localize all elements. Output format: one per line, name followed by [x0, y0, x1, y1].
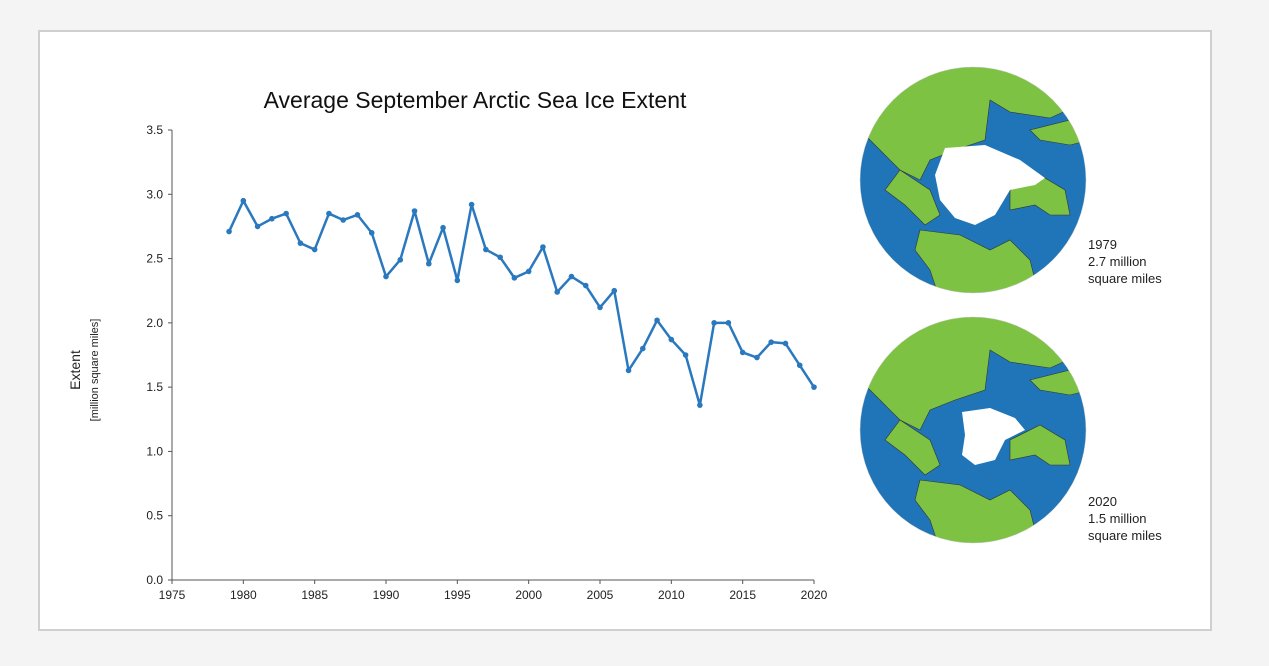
data-point-2007	[625, 367, 632, 374]
y-tick-label: 1.0	[146, 444, 163, 458]
data-point-1982	[269, 215, 275, 222]
data-point-1995	[454, 277, 461, 284]
x-tick-label: 1975	[159, 588, 186, 602]
map-year: 1979	[1088, 237, 1117, 252]
arctic-map-1979	[859, 66, 1087, 294]
x-tick-label: 2005	[587, 588, 614, 602]
data-point-2017	[768, 339, 774, 345]
y-tick-label: 0.5	[146, 509, 163, 523]
data-point-2004	[582, 282, 589, 289]
data-point-1981	[254, 223, 261, 230]
data-point-1996	[468, 201, 475, 208]
data-point-1992	[411, 208, 418, 214]
data-point-2015	[739, 349, 746, 356]
data-point-2020	[811, 384, 817, 390]
data-point-2000	[525, 268, 532, 275]
x-tick-label: 1980	[230, 588, 257, 602]
data-point-1983	[283, 210, 289, 217]
chart-title: Average September Arctic Sea Ice Extent	[264, 87, 687, 113]
data-point-1998	[497, 254, 503, 261]
data-point-1984	[297, 240, 304, 246]
x-tick-label: 1985	[301, 588, 328, 602]
data-point-2008	[640, 345, 646, 352]
data-point-1989	[368, 230, 375, 236]
data-point-1999	[511, 275, 518, 281]
data-point-1993	[426, 260, 432, 267]
data-point-2002	[554, 289, 560, 295]
data-point-2010	[668, 336, 675, 343]
map-year: 2020	[1088, 494, 1117, 509]
data-point-1991	[397, 257, 404, 263]
y-tick-label: 2.5	[146, 252, 163, 266]
data-point-1986	[326, 210, 332, 217]
data-point-2003	[568, 273, 575, 280]
data-point-1990	[383, 273, 389, 280]
x-tick-label: 2010	[658, 588, 685, 602]
y-axis-label: Extent	[67, 350, 83, 390]
data-point-1985	[311, 246, 318, 253]
x-tick-label: 2020	[801, 588, 828, 602]
data-point-2019	[796, 362, 803, 369]
data-point-2006	[611, 287, 618, 294]
x-tick-label: 1990	[373, 588, 400, 602]
y-tick-label: 3.0	[146, 187, 163, 201]
map-label-1979: 1979 2.7 million square miles	[1088, 236, 1162, 287]
data-point-1988	[354, 212, 361, 218]
map-extent: 2.7 million	[1088, 254, 1147, 269]
x-tick-label: 1995	[444, 588, 471, 602]
data-point-2012	[697, 402, 703, 408]
series-line	[227, 199, 816, 407]
data-point-2011	[682, 352, 689, 358]
data-point-1994	[440, 224, 446, 231]
y-tick-label: 2.0	[146, 316, 163, 330]
y-tick-label: 3.5	[146, 123, 163, 137]
data-point-2005	[597, 304, 603, 311]
data-point-1979	[226, 228, 232, 235]
data-point-2014	[725, 320, 732, 326]
y-tick-label: 0.0	[146, 573, 163, 587]
y-axis-units: [million square miles]	[89, 319, 101, 422]
data-point-2013	[711, 320, 717, 326]
data-point-1980	[240, 197, 247, 204]
data-point-1987	[340, 217, 347, 223]
data-point-2016	[754, 354, 760, 361]
data-point-2001	[540, 244, 546, 250]
map-unit: square miles	[1088, 271, 1162, 286]
map-label-2020: 2020 1.5 million square miles	[1088, 493, 1162, 544]
x-tick-label: 2015	[729, 588, 756, 602]
map-unit: square miles	[1088, 528, 1162, 543]
data-point-2009	[654, 317, 660, 324]
x-tick-label: 2000	[515, 588, 542, 602]
data-point-1997	[483, 246, 489, 253]
data-point-2018	[782, 340, 789, 347]
arctic-map-2020	[859, 316, 1087, 544]
y-tick-label: 1.5	[146, 380, 163, 394]
map-extent: 1.5 million	[1088, 511, 1147, 526]
